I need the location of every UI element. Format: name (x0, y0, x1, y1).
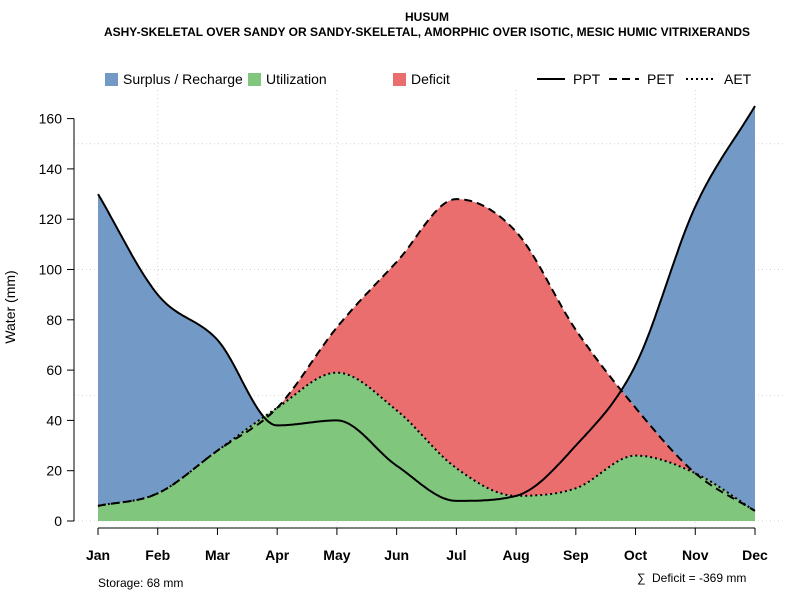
y-axis-label: Water (mm) (2, 270, 18, 343)
x-tick-label: Nov (682, 547, 709, 563)
x-tick-label: Mar (205, 547, 230, 563)
pet-line (97, 198, 756, 512)
legend-swatch-surplus (105, 73, 118, 86)
y-tick-label: 80 (46, 312, 62, 328)
x-tick-label: Apr (265, 547, 290, 563)
chart-subtitle: ASHY-SKELETAL OVER SANDY OR SANDY-SKELET… (104, 25, 750, 39)
x-tick-label: May (323, 547, 350, 563)
y-tick-label: 120 (39, 211, 63, 227)
legend-label-ppt: PPT (573, 71, 601, 87)
aet-line (97, 371, 756, 512)
deficit-area (98, 199, 755, 511)
y-tick-label: 40 (46, 412, 62, 428)
legend: Surplus / Recharge Utilization Deficit P… (105, 71, 752, 87)
storage-note: Storage: 68 mm (98, 576, 183, 590)
deficit-note: Deficit = -369 mm (652, 571, 746, 585)
y-tick-label: 20 (46, 463, 62, 479)
legend-label-utilization: Utilization (266, 71, 327, 87)
x-tick-label: Dec (742, 547, 768, 563)
x-tick-label: Aug (502, 547, 529, 563)
y-tick-label: 0 (54, 513, 62, 529)
utilization-area (98, 372, 755, 521)
legend-label-surplus: Surplus / Recharge (123, 71, 243, 87)
ppt-line (97, 105, 756, 502)
legend-swatch-deficit (393, 73, 406, 86)
y-tick-label: 140 (39, 161, 63, 177)
x-tick-label: Jun (384, 547, 409, 563)
legend-label-pet: PET (647, 71, 675, 87)
y-tick-label: 160 (39, 111, 63, 127)
y-tick-label: 100 (39, 262, 63, 278)
x-tick-label: Jan (86, 547, 110, 563)
x-tick-label: Oct (624, 547, 648, 563)
x-tick-label: Sep (563, 547, 589, 563)
x-tick-label: Jul (446, 547, 466, 563)
legend-swatch-utilization (248, 73, 261, 86)
deficit-sum-icon: ∑ (637, 571, 646, 585)
chart-title: HUSUM (405, 10, 449, 24)
surplus-area (98, 106, 755, 511)
legend-label-aet: AET (724, 71, 752, 87)
legend-label-deficit: Deficit (411, 71, 450, 87)
plot-area: 0 20 40 60 80 100 120 140 160 Jan Feb Mar Apr May Jun J… (39, 90, 783, 563)
y-tick-label: 60 (46, 362, 62, 378)
x-tick-label: Feb (145, 547, 170, 563)
